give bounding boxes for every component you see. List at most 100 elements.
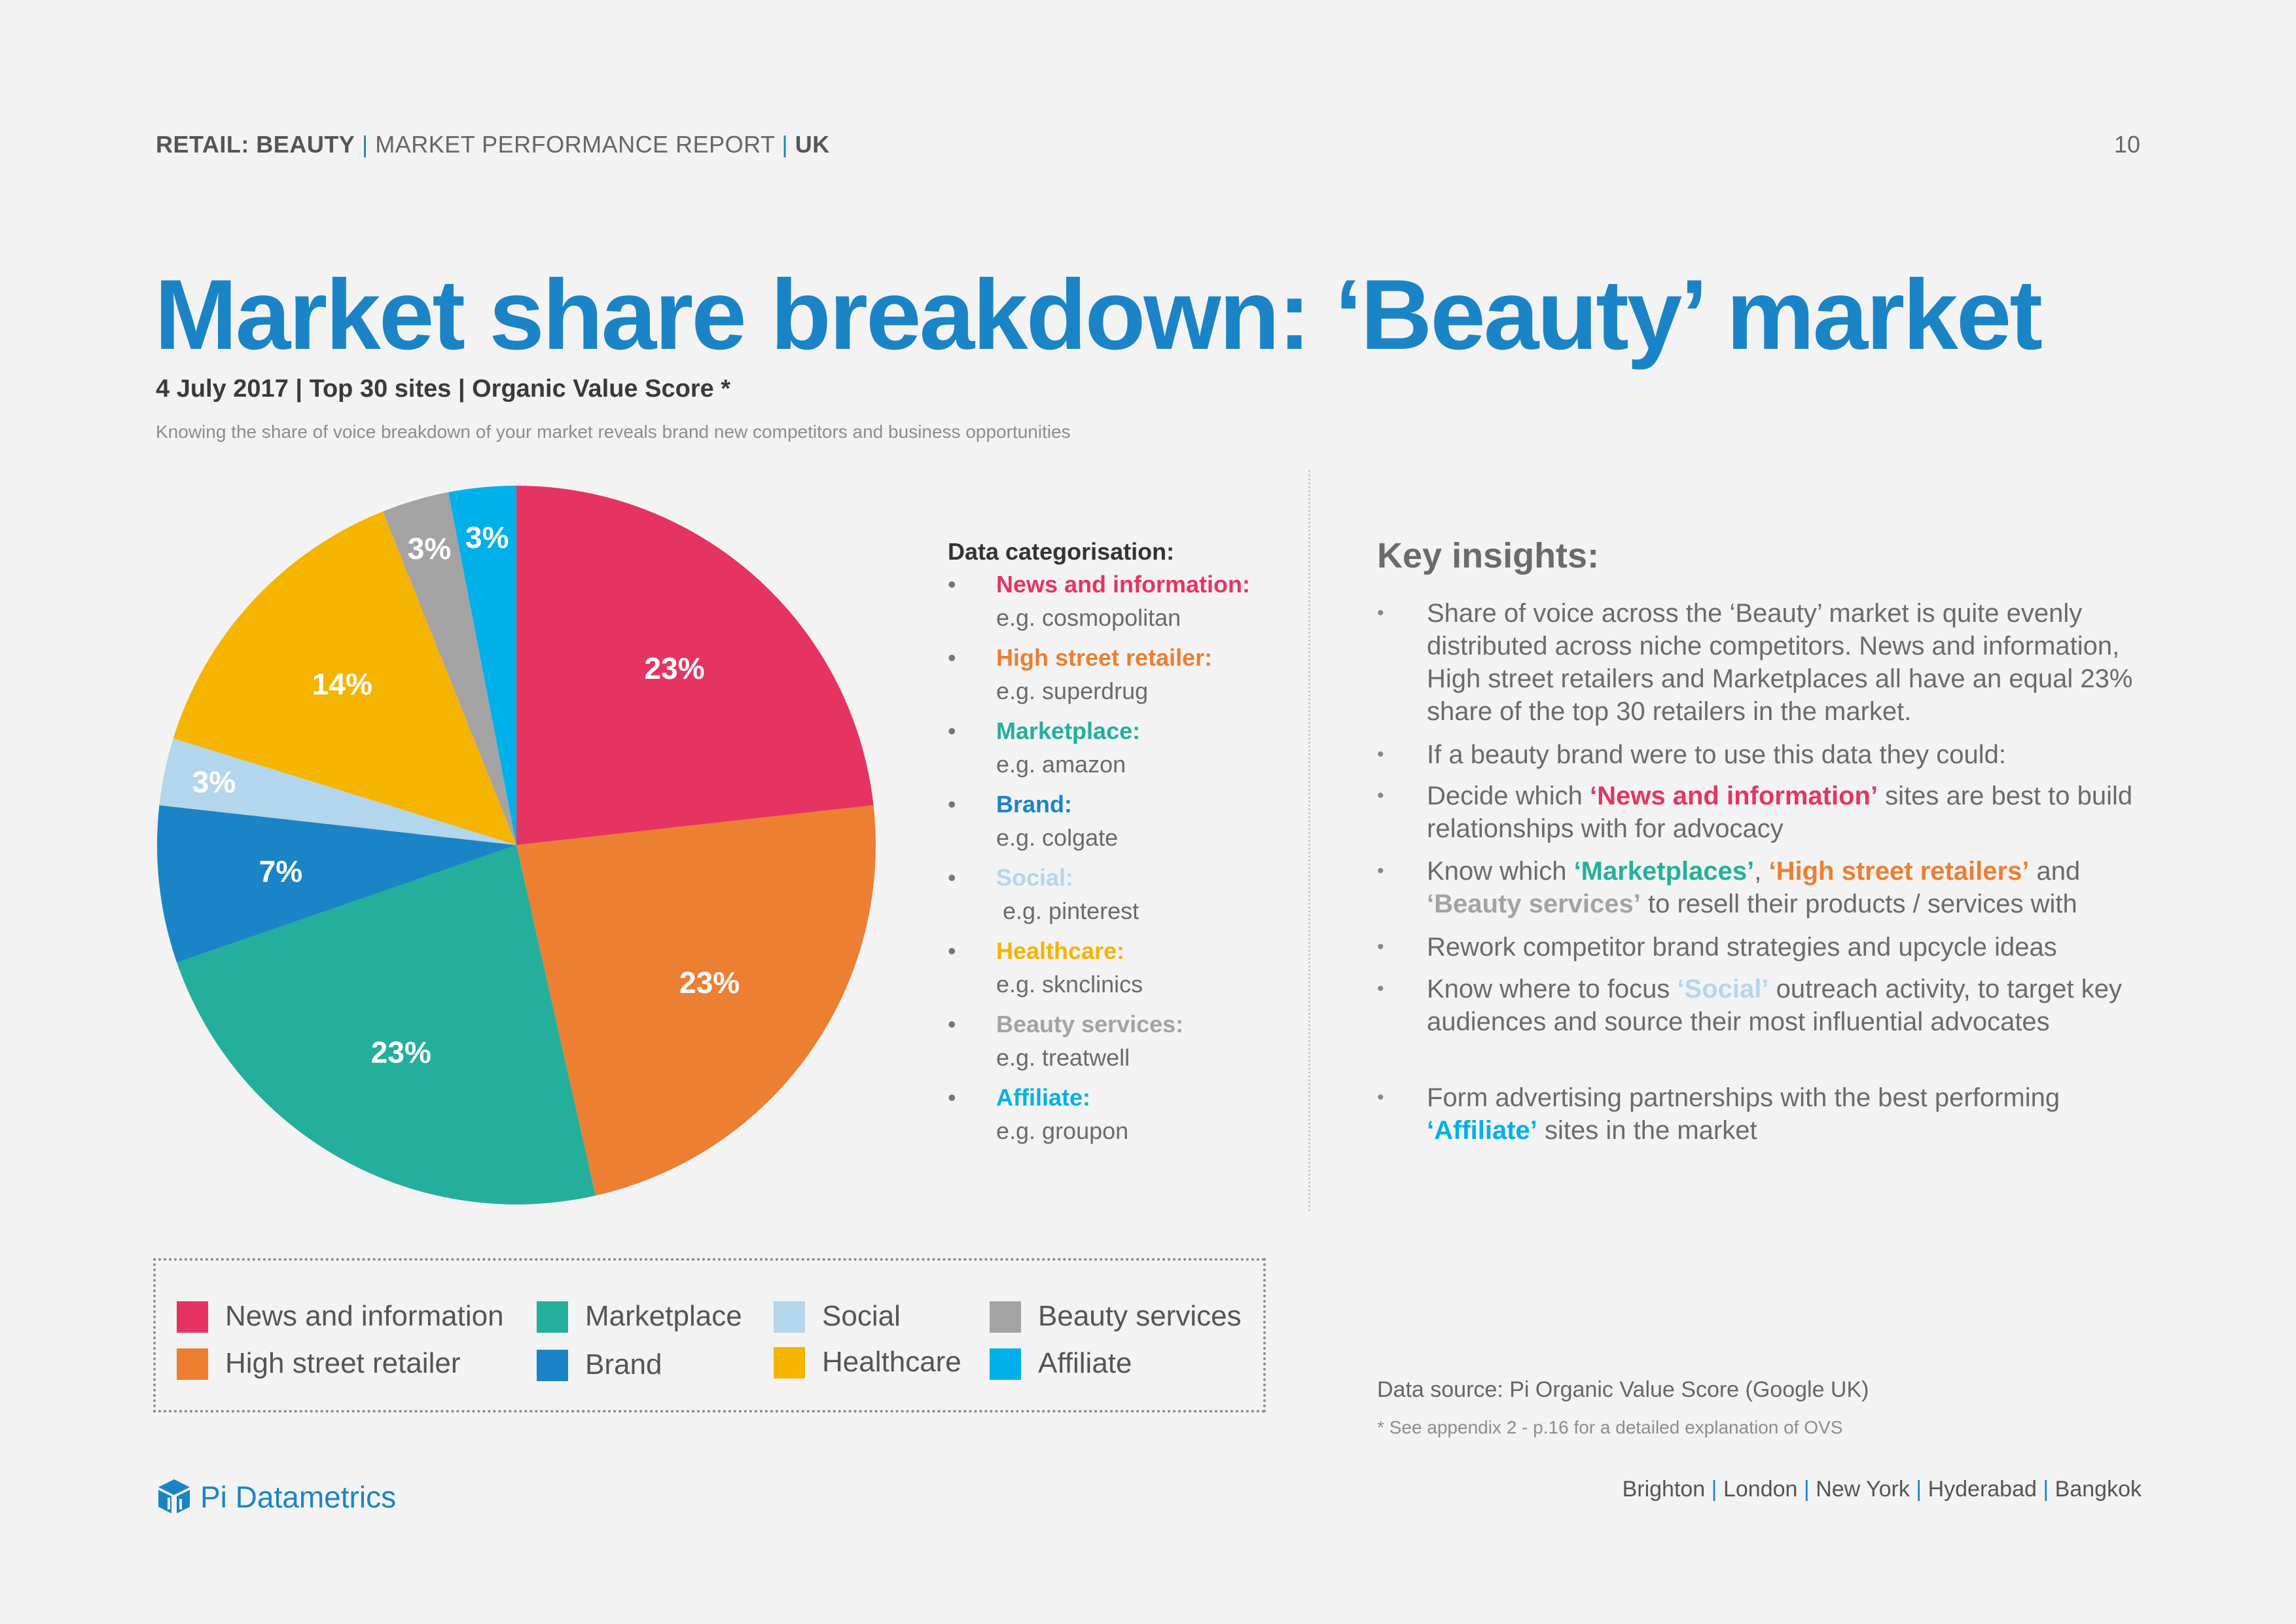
legend-label: Marketplace [585, 1300, 742, 1332]
highlight-news: ‘News and information’ [1590, 782, 1878, 810]
category-example: e.g. superdrug [996, 677, 1149, 704]
intro-text: Knowing the share of voice breakdown of … [156, 422, 1071, 442]
insight-text: Rework competitor brand strategies and u… [1427, 933, 2057, 962]
footnote: * See appendix 2 - p.16 for a detailed e… [1377, 1417, 1843, 1437]
insight-text: Know which ‘Marketplaces’, ‘High street … [1427, 857, 2081, 918]
legend-swatch [774, 1301, 805, 1333]
category-example: e.g. groupon [996, 1117, 1129, 1144]
brand-name: Pi Datametrics [200, 1480, 397, 1514]
header-section: RETAIL: BEAUTY [156, 131, 355, 158]
legend-label: Beauty services [1038, 1300, 1242, 1332]
insight-text: Decide which ‘News and information’ site… [1427, 782, 2133, 843]
category-name: Beauty services: [996, 1011, 1184, 1038]
city: London [1723, 1477, 1798, 1502]
category-example: e.g. treatwell [996, 1044, 1130, 1071]
city: Hyderabad [1928, 1477, 2037, 1502]
legend-swatch [177, 1348, 208, 1380]
highlight-beauty-services: ‘Beauty services’ [1427, 890, 1641, 918]
pie-slice-affiliate [448, 486, 516, 845]
bullet: • [948, 864, 956, 891]
category-example: e.g. cosmopolitan [996, 604, 1181, 631]
page-subtitle: 4 July 2017 | Top 30 sites | Organic Val… [156, 375, 731, 403]
highlight-high-street: ‘High street retailers’ [1768, 857, 2030, 886]
separator: | [1711, 1477, 1717, 1502]
legend-label: Affiliate [1038, 1347, 1132, 1379]
market-share-pie-chart: 23% 23% 23% 7% 3% 14% 3% 3% [157, 486, 876, 1205]
category-name: High street retailer: [996, 644, 1213, 671]
bullet: • [948, 1011, 956, 1038]
categorisation-title: Data categorisation: [948, 538, 1175, 565]
legend-swatch [990, 1348, 1021, 1380]
insight-item: • Form advertising partnerships with the… [1377, 1081, 2149, 1147]
pie-label: 7% [259, 854, 302, 888]
header-region: UK [795, 131, 830, 158]
bullet: • [948, 937, 956, 964]
category-name: News and information: [996, 571, 1251, 598]
highlight-affiliate: ‘Affiliate’ [1427, 1116, 1537, 1145]
page-title: Market share breakdown: ‘Beauty’ market [154, 259, 2043, 370]
bullet: • [1377, 978, 1384, 1000]
bullet: • [948, 717, 956, 744]
legend-label: Healthcare [822, 1346, 961, 1378]
office-locations: Brighton | London | New York | Hyderabad… [1623, 1477, 2142, 1502]
legend-swatch [177, 1301, 208, 1333]
city: Brighton [1622, 1477, 1706, 1502]
header-separator: | [781, 131, 789, 158]
separator: | [1916, 1477, 1922, 1502]
insight-text: Know where to focus ‘Social’ outreach ac… [1427, 975, 2122, 1036]
highlight-marketplaces: ‘Marketplaces’ [1573, 857, 1755, 886]
insight-item: • Decide which ‘News and information’ si… [1377, 780, 2149, 845]
separator: | [1803, 1477, 1810, 1502]
category-name: Social: [996, 864, 1074, 891]
bullet: • [948, 1084, 956, 1111]
bullet: • [1377, 744, 1384, 765]
category-name: Healthcare: [996, 937, 1125, 964]
legend-label: Brand [585, 1348, 662, 1380]
bullet: • [948, 571, 956, 598]
pie-slice-high-street-retailer [516, 805, 876, 1196]
legend-swatch [537, 1301, 568, 1333]
pie-slice-brand [157, 805, 517, 963]
pi-cube-icon [158, 1479, 190, 1513]
pie-label: 14% [312, 667, 372, 701]
insight-item: • If a beauty brand were to use this dat… [1377, 738, 2149, 771]
category-example: e.g. pinterest [1003, 897, 1139, 924]
pie-label: 23% [679, 965, 740, 1000]
category-example: e.g. sknclinics [996, 971, 1143, 998]
legend-label: Social [822, 1300, 901, 1332]
pie-slice-social [159, 738, 516, 845]
legend-label: News and information [225, 1300, 504, 1332]
pie-label: 23% [645, 651, 705, 685]
header-report-name: MARKET PERFORMANCE REPORT [375, 131, 775, 158]
category-name: Affiliate: [996, 1084, 1090, 1111]
category-example: e.g. colgate [996, 824, 1119, 851]
pie-label: 23% [371, 1036, 431, 1070]
chart-legend [153, 1258, 1266, 1413]
bullet: • [1377, 785, 1384, 806]
legend-swatch [537, 1350, 568, 1381]
bullet: • [1377, 860, 1384, 882]
page-number: 10 [2113, 131, 2140, 158]
insight-text: Form advertising partnerships with the b… [1427, 1083, 2060, 1145]
column-divider [1308, 470, 1310, 1211]
report-header: RETAIL: BEAUTY | MARKET PERFORMANCE REPO… [156, 131, 830, 158]
pie-slice-marketplace [177, 845, 596, 1205]
city: New York [1816, 1477, 1910, 1502]
pie-slice-beauty-services [382, 492, 516, 845]
brand-logo: Pi Datametrics [157, 1478, 396, 1517]
insight-item: • Know where to focus ‘Social’ outreach … [1377, 973, 2149, 1038]
pie-slice-healthcare [173, 511, 516, 845]
category-example: e.g. amazon [996, 751, 1126, 778]
insight-text: If a beauty brand were to use this data … [1427, 740, 2006, 769]
insights-title: Key insights: [1377, 536, 1600, 575]
pie-label: 3% [192, 765, 236, 799]
category-name: Brand: [996, 791, 1072, 818]
insight-text: Share of voice across the ‘Beauty’ marke… [1427, 599, 2133, 726]
insight-item: • Share of voice across the ‘Beauty’ mar… [1377, 597, 2149, 728]
pie-slice-news-and-information [516, 486, 874, 845]
pie-label: 3% [408, 532, 451, 566]
bullet: • [948, 791, 956, 818]
legend-label: High street retailer [225, 1347, 461, 1379]
bullet: • [1377, 1087, 1384, 1108]
highlight-social: ‘Social’ [1677, 975, 1769, 1003]
